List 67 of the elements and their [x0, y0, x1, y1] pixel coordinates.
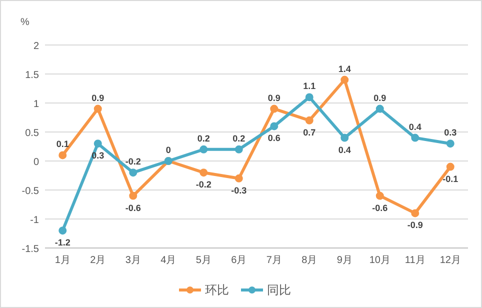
data-label: -0.1 [442, 174, 458, 184]
x-tick-label: 9月 [336, 255, 352, 266]
data-label: -0.6 [372, 202, 388, 213]
y-tick-label: -0.5 [22, 186, 40, 197]
data-label: 1.1 [303, 81, 316, 92]
point [376, 192, 384, 200]
y-tick-label: 2 [33, 41, 40, 52]
x-tick-label: 7月 [266, 255, 282, 266]
data-label: 0.1 [56, 139, 69, 150]
point [340, 134, 349, 142]
data-label: -0.9 [407, 220, 423, 230]
data-label: 0.6 [268, 133, 280, 144]
y-tick-label: 1.5 [25, 70, 40, 81]
x-tick-label: 8月 [302, 255, 318, 266]
point [200, 145, 208, 154]
point [376, 104, 384, 113]
data-label: 0.9 [92, 92, 104, 103]
data-label: 1.4 [338, 64, 351, 74]
y-axis-title: % [20, 17, 30, 28]
data-label: 0.4 [338, 144, 351, 155]
x-tick-label: 1月 [54, 255, 70, 266]
data-label: 0.2 [197, 133, 210, 144]
x-tick-label: 5月 [196, 255, 212, 266]
x-tick-label: 4月 [160, 255, 176, 266]
point [94, 104, 102, 113]
data-label: 0.7 [303, 127, 316, 138]
x-tick-label: 6月 [231, 255, 247, 266]
point [340, 76, 349, 84]
point [58, 226, 67, 235]
point [270, 104, 278, 113]
data-label: 0.3 [444, 128, 457, 138]
x-tick-label: 2月 [90, 255, 106, 266]
y-tick-label: -1.5 [22, 244, 40, 255]
point [129, 192, 138, 200]
x-tick-label: 12月 [440, 255, 461, 266]
data-label: 0.2 [232, 133, 246, 144]
y-tick-label: 0 [33, 157, 40, 168]
data-label: -0.2 [196, 180, 212, 190]
point [270, 122, 278, 130]
x-tick-label: 10月 [369, 255, 390, 266]
y-tick-label: 1 [33, 99, 40, 110]
data-label: 0 [166, 145, 171, 155]
data-label: -0.2 [125, 156, 141, 167]
point [446, 162, 454, 171]
point [234, 174, 243, 182]
x-tick-label: 11月 [404, 255, 426, 266]
x-tick-label: 3月 [125, 255, 141, 266]
legend-label: 环比 [205, 283, 229, 297]
y-tick-label: 0.5 [25, 128, 40, 139]
point [94, 140, 102, 148]
point [58, 151, 67, 160]
y-tick-label: -1 [30, 215, 40, 226]
point [305, 93, 314, 102]
point [129, 168, 138, 177]
point [305, 116, 314, 124]
legend-label: 同比 [267, 283, 291, 297]
data-label: 0.9 [268, 92, 280, 103]
data-label: -0.3 [231, 185, 247, 196]
point [200, 168, 208, 177]
data-label: 0.9 [374, 92, 386, 103]
data-label: -0.6 [125, 202, 141, 213]
point [446, 140, 454, 148]
point [411, 134, 420, 142]
point [411, 209, 420, 218]
data-label: -1.2 [54, 238, 70, 248]
data-label: 0.4 [408, 122, 422, 132]
point [234, 145, 243, 154]
